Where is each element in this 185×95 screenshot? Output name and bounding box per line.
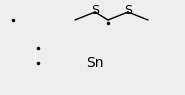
Text: S: S [91,4,99,17]
Text: Sn: Sn [86,56,104,70]
Text: S: S [124,4,132,17]
